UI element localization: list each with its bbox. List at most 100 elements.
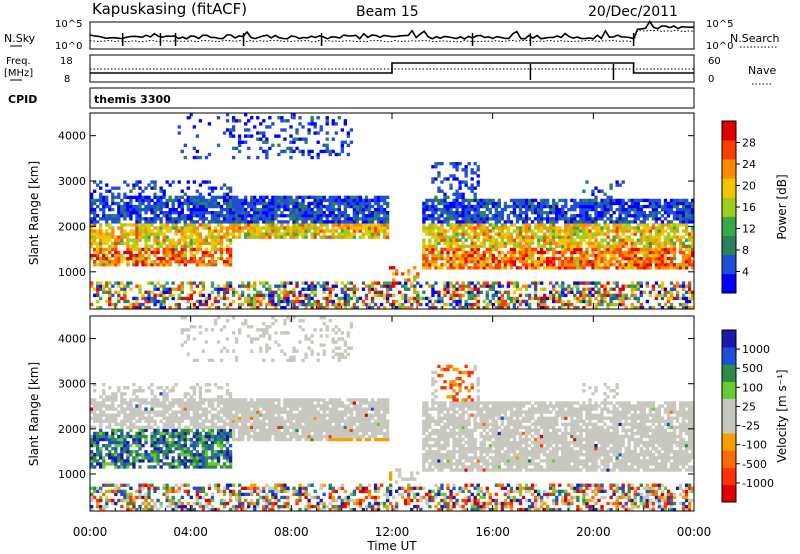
power-cell	[331, 198, 335, 203]
power-cell	[570, 223, 574, 227]
power-cell	[204, 296, 209, 301]
power-cell	[681, 235, 686, 239]
power-cell	[253, 207, 257, 212]
power-cell	[473, 195, 477, 200]
power-cell	[280, 232, 284, 236]
power-cell	[434, 198, 438, 203]
power-cell	[651, 214, 656, 218]
power-cell	[352, 198, 357, 203]
power-cell	[603, 299, 607, 304]
freq-series-line	[90, 62, 694, 74]
power-cell	[669, 211, 674, 215]
power-cell	[370, 235, 375, 239]
power-cell	[539, 204, 544, 209]
power-cell	[527, 198, 532, 203]
power-cell	[567, 290, 571, 294]
power-cell	[467, 296, 471, 301]
power-cell	[283, 287, 287, 291]
power-cell	[669, 302, 674, 307]
power-cell	[265, 207, 269, 212]
power-cell	[482, 204, 486, 209]
power-cell	[283, 284, 287, 288]
power-cell	[524, 302, 529, 307]
power-cell	[183, 201, 187, 206]
power-cell	[624, 284, 628, 288]
power-cell	[657, 211, 662, 215]
power-cell	[533, 266, 538, 270]
power-cell	[651, 226, 656, 230]
power-cell	[328, 299, 332, 304]
power-cell	[337, 299, 341, 304]
power-cell	[159, 223, 163, 227]
power-cell	[648, 204, 653, 209]
power-cell	[313, 131, 317, 135]
power-cell	[512, 296, 517, 301]
power-cell	[189, 253, 193, 258]
power-cell	[313, 229, 317, 233]
power-cell	[213, 250, 218, 255]
power-cell	[343, 299, 347, 304]
power-cell	[558, 217, 562, 221]
power-cell	[186, 293, 190, 298]
power-cell	[413, 296, 417, 301]
power-cell	[177, 229, 181, 233]
power-cell	[192, 204, 196, 209]
power-cell	[479, 284, 483, 288]
power-cell	[482, 241, 486, 245]
power-cell	[337, 232, 341, 236]
power-cell	[452, 211, 456, 215]
power-cell	[476, 256, 480, 261]
power-cell	[286, 232, 290, 236]
power-cell	[485, 260, 489, 264]
power-cell	[597, 244, 601, 249]
power-cell	[543, 266, 547, 270]
velocity-cell	[114, 437, 118, 442]
power-cell	[473, 235, 477, 239]
power-cell	[533, 287, 538, 291]
power-cell	[470, 293, 474, 298]
power-cell	[168, 214, 172, 218]
power-cell	[615, 260, 619, 264]
power-cell	[543, 296, 547, 301]
power-cell	[404, 293, 408, 298]
power-cell	[301, 198, 305, 203]
power-cell	[207, 296, 212, 301]
power-cell	[337, 226, 341, 230]
power-cell	[304, 296, 308, 301]
power-cell	[259, 281, 263, 285]
power-cell	[147, 253, 151, 258]
velocity-cell	[159, 440, 163, 445]
power-cell	[648, 293, 653, 298]
power-cell	[524, 235, 529, 239]
power-cell	[183, 223, 187, 227]
power-cell	[458, 293, 462, 298]
power-cell	[156, 198, 160, 203]
power-cell	[606, 260, 610, 264]
power-cell	[518, 250, 523, 255]
power-cell	[588, 238, 592, 242]
power-cell	[506, 214, 511, 218]
velocity-cell	[90, 507, 94, 512]
power-cell	[425, 266, 429, 270]
power-cell	[470, 168, 474, 172]
velocity-cell	[96, 434, 100, 439]
power-cell	[298, 137, 302, 141]
power-cell	[648, 232, 653, 236]
power-cell	[262, 201, 266, 206]
power-cell	[573, 201, 577, 206]
power-cell	[497, 302, 502, 307]
power-cell	[576, 256, 580, 261]
power-cell	[237, 143, 242, 147]
power-cell	[222, 247, 227, 252]
velocity-cell	[147, 416, 151, 420]
power-cell	[231, 195, 236, 200]
power-cell	[431, 207, 435, 212]
power-cell	[446, 238, 450, 242]
power-cell	[231, 125, 236, 129]
power-cell	[500, 293, 505, 298]
power-cell	[455, 214, 459, 218]
power-cell	[612, 256, 616, 261]
power-cell	[518, 232, 523, 236]
power-cell	[642, 211, 646, 215]
power-cell	[488, 253, 492, 258]
